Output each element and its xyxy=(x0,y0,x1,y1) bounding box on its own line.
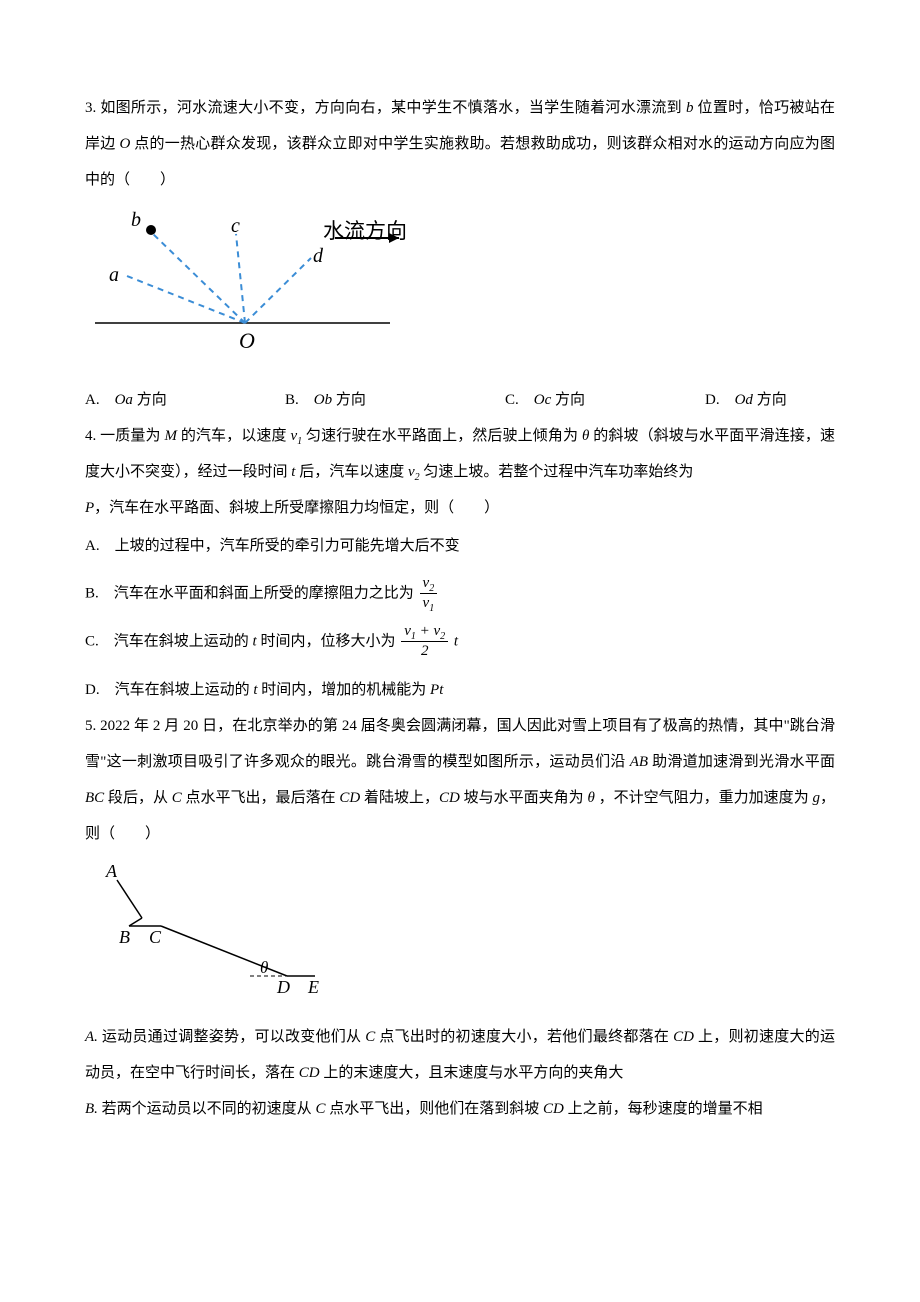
q5-stem: 5. 2022 年 2 月 20 日，在北京举办的第 24 届冬奥会圆满闭幕，国… xyxy=(85,708,835,852)
q4-opt-b: B. 汽车在水平面和斜面上所受的摩擦阻力之比为 v2v1 xyxy=(85,576,835,612)
q4-opt-c: C. 汽车在斜坡上运动的 t 时间内，位移大小为 v1 + v22 t xyxy=(85,624,835,660)
fig2-label-B: B xyxy=(119,927,130,947)
q3-figure: b a c d O 水流方向 xyxy=(95,208,835,370)
q5-number: 5. xyxy=(85,718,96,734)
q4-opt-d: D. 汽车在斜坡上运动的 t 时间内，增加的机械能为 Pt xyxy=(85,672,835,708)
q5-figure: A B C D E θ xyxy=(95,860,835,1009)
fig2-label-A: A xyxy=(105,861,118,881)
q5-opt-a: A. 运动员通过调整姿势，可以改变他们从 C 点飞出时的初速度大小，若他们最终都… xyxy=(85,1019,835,1091)
fig2-label-D: D xyxy=(276,977,290,995)
fig1-label-c: c xyxy=(231,215,240,237)
q3-O: O xyxy=(119,136,130,152)
q3-opt-b: B. Ob 方向 xyxy=(285,382,505,418)
q3-text-1: 如图所示，河水流速大小不变，方向向右，某中学生不慎落水，当学生随着河水漂流到 xyxy=(100,100,686,116)
fig1-label-a: a xyxy=(109,264,119,286)
q4-number: 4. xyxy=(85,428,96,444)
fig2-label-C: C xyxy=(149,927,162,947)
fig2-label-theta: θ xyxy=(260,958,268,977)
q4-opt-a: A. 上坡的过程中，汽车所受的牵引力可能先增大后不变 xyxy=(85,528,835,564)
q4-stem: 4. 一质量为 M 的汽车，以速度 v1 匀速行驶在水平路面上，然后驶上倾角为 … xyxy=(85,418,835,526)
page-content: 3. 如图所示，河水流速大小不变，方向向右，某中学生不慎落水，当学生随着河水漂流… xyxy=(85,90,835,1127)
q3-text-3: 点的一热心群众发现，该群众立即对中学生实施救助。若想救助成功，则该群众相对水的运… xyxy=(85,136,835,188)
q3-opt-a: A. Oa 方向 xyxy=(85,382,285,418)
q3-opt-d: D. Od 方向 xyxy=(705,382,787,418)
q3-options: A. Oa 方向 B. Ob 方向 C. Oc 方向 D. Od 方向 xyxy=(85,382,835,418)
flow-direction-label: 水流方向 xyxy=(323,206,407,256)
q3-number: 3. xyxy=(85,100,96,116)
q3-opt-c: C. Oc 方向 xyxy=(505,382,705,418)
q3-stem: 3. 如图所示，河水流速大小不变，方向向右，某中学生不慎落水，当学生随着河水漂流… xyxy=(85,90,835,198)
fig1-label-b: b xyxy=(131,209,141,231)
q5-opt-b: B. 若两个运动员以不同的初速度从 C 点水平飞出，则他们在落到斜坡 CD 上之… xyxy=(85,1091,835,1127)
fig2-label-E: E xyxy=(307,977,319,995)
fig1-label-O: O xyxy=(239,328,255,353)
